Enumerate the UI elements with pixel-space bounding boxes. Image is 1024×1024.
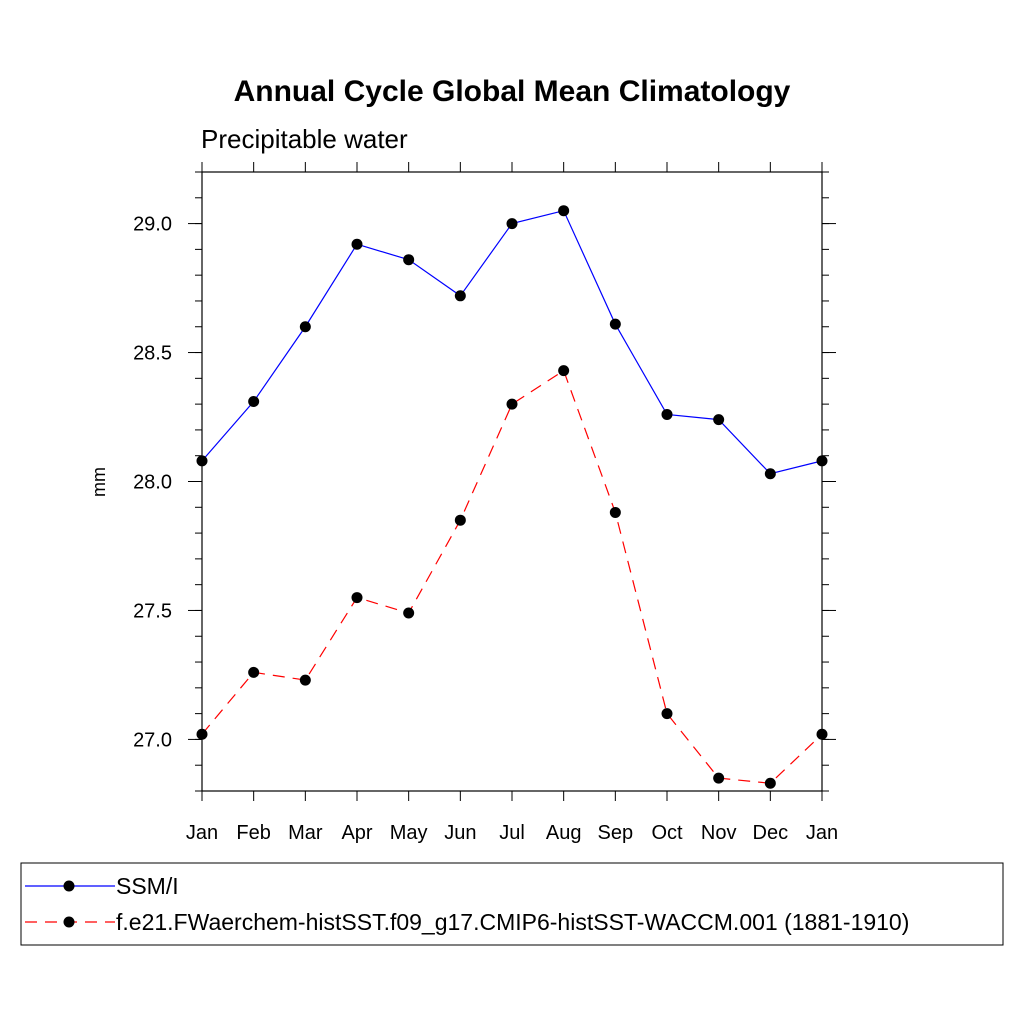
chart-title: Annual Cycle Global Mean Climatology [234, 75, 791, 108]
data-point [454, 290, 466, 302]
data-point [506, 398, 518, 410]
data-point [196, 455, 208, 467]
chart-subtitle: Precipitable water [201, 124, 408, 154]
data-point [351, 592, 363, 604]
series-line [201, 209, 823, 475]
data-point [248, 666, 260, 678]
x-tick-label: Dec [753, 822, 789, 844]
data-point [816, 455, 828, 467]
y-tick-label: 27.0 [133, 729, 172, 751]
y-axis-label: mm [89, 467, 109, 497]
y-tick-label: 29.0 [133, 214, 172, 236]
data-point [816, 728, 828, 740]
x-tick-label: Oct [651, 822, 683, 844]
data-point [299, 674, 311, 686]
legend-box [20, 862, 1004, 946]
x-tick-label: Nov [701, 822, 737, 844]
data-point [196, 728, 208, 740]
axes: Jan Feb Mar Apr May Jun Jul Aug Sep Oct Nov Dec Jan 2… [133, 162, 838, 844]
legend-label: f.e21.FWaerchem-histSST.f09_g17.CMIP6-hi… [116, 909, 909, 935]
data-point [764, 468, 776, 480]
data-point [403, 254, 415, 266]
legend-label: SSM/I [116, 873, 179, 899]
data-point [506, 218, 518, 230]
x-tick-label: Jan [806, 822, 838, 844]
data-point [764, 777, 776, 789]
x-tick-label: Sep [598, 822, 634, 844]
x-tick-label: Mar [288, 822, 323, 844]
x-tick-label: Jan [186, 822, 218, 844]
y-tick-label: 28.0 [133, 472, 172, 494]
series-layer [196, 205, 828, 789]
series-1 [196, 205, 828, 480]
data-point [661, 408, 673, 420]
x-tick-label: Apr [341, 822, 372, 844]
data-point [609, 318, 621, 330]
x-tick-label: Jul [499, 822, 525, 844]
legend-marker [63, 916, 75, 928]
data-point [248, 396, 260, 408]
plot-frame [201, 171, 823, 792]
series-line [201, 369, 823, 784]
legend: SSM/I f.e21.FWaerchem-histSST.f09_g17.CMI… [20, 862, 1004, 946]
data-point [661, 708, 673, 720]
y-tick-label: 27.5 [133, 600, 172, 622]
legend-marker [63, 880, 75, 892]
x-tick-label: Jun [444, 822, 476, 844]
data-point [454, 514, 466, 526]
series-2 [196, 365, 828, 789]
data-point [609, 506, 621, 518]
data-point [351, 238, 363, 250]
data-point [713, 414, 725, 426]
x-tick-label: Feb [236, 822, 270, 844]
x-tick-label: Aug [546, 822, 582, 844]
data-point [713, 772, 725, 784]
data-point [558, 365, 570, 377]
x-tick-label: May [390, 822, 428, 844]
data-point [299, 321, 311, 333]
y-tick-label: 28.5 [133, 343, 172, 365]
data-point [403, 607, 415, 619]
data-point [558, 205, 570, 217]
